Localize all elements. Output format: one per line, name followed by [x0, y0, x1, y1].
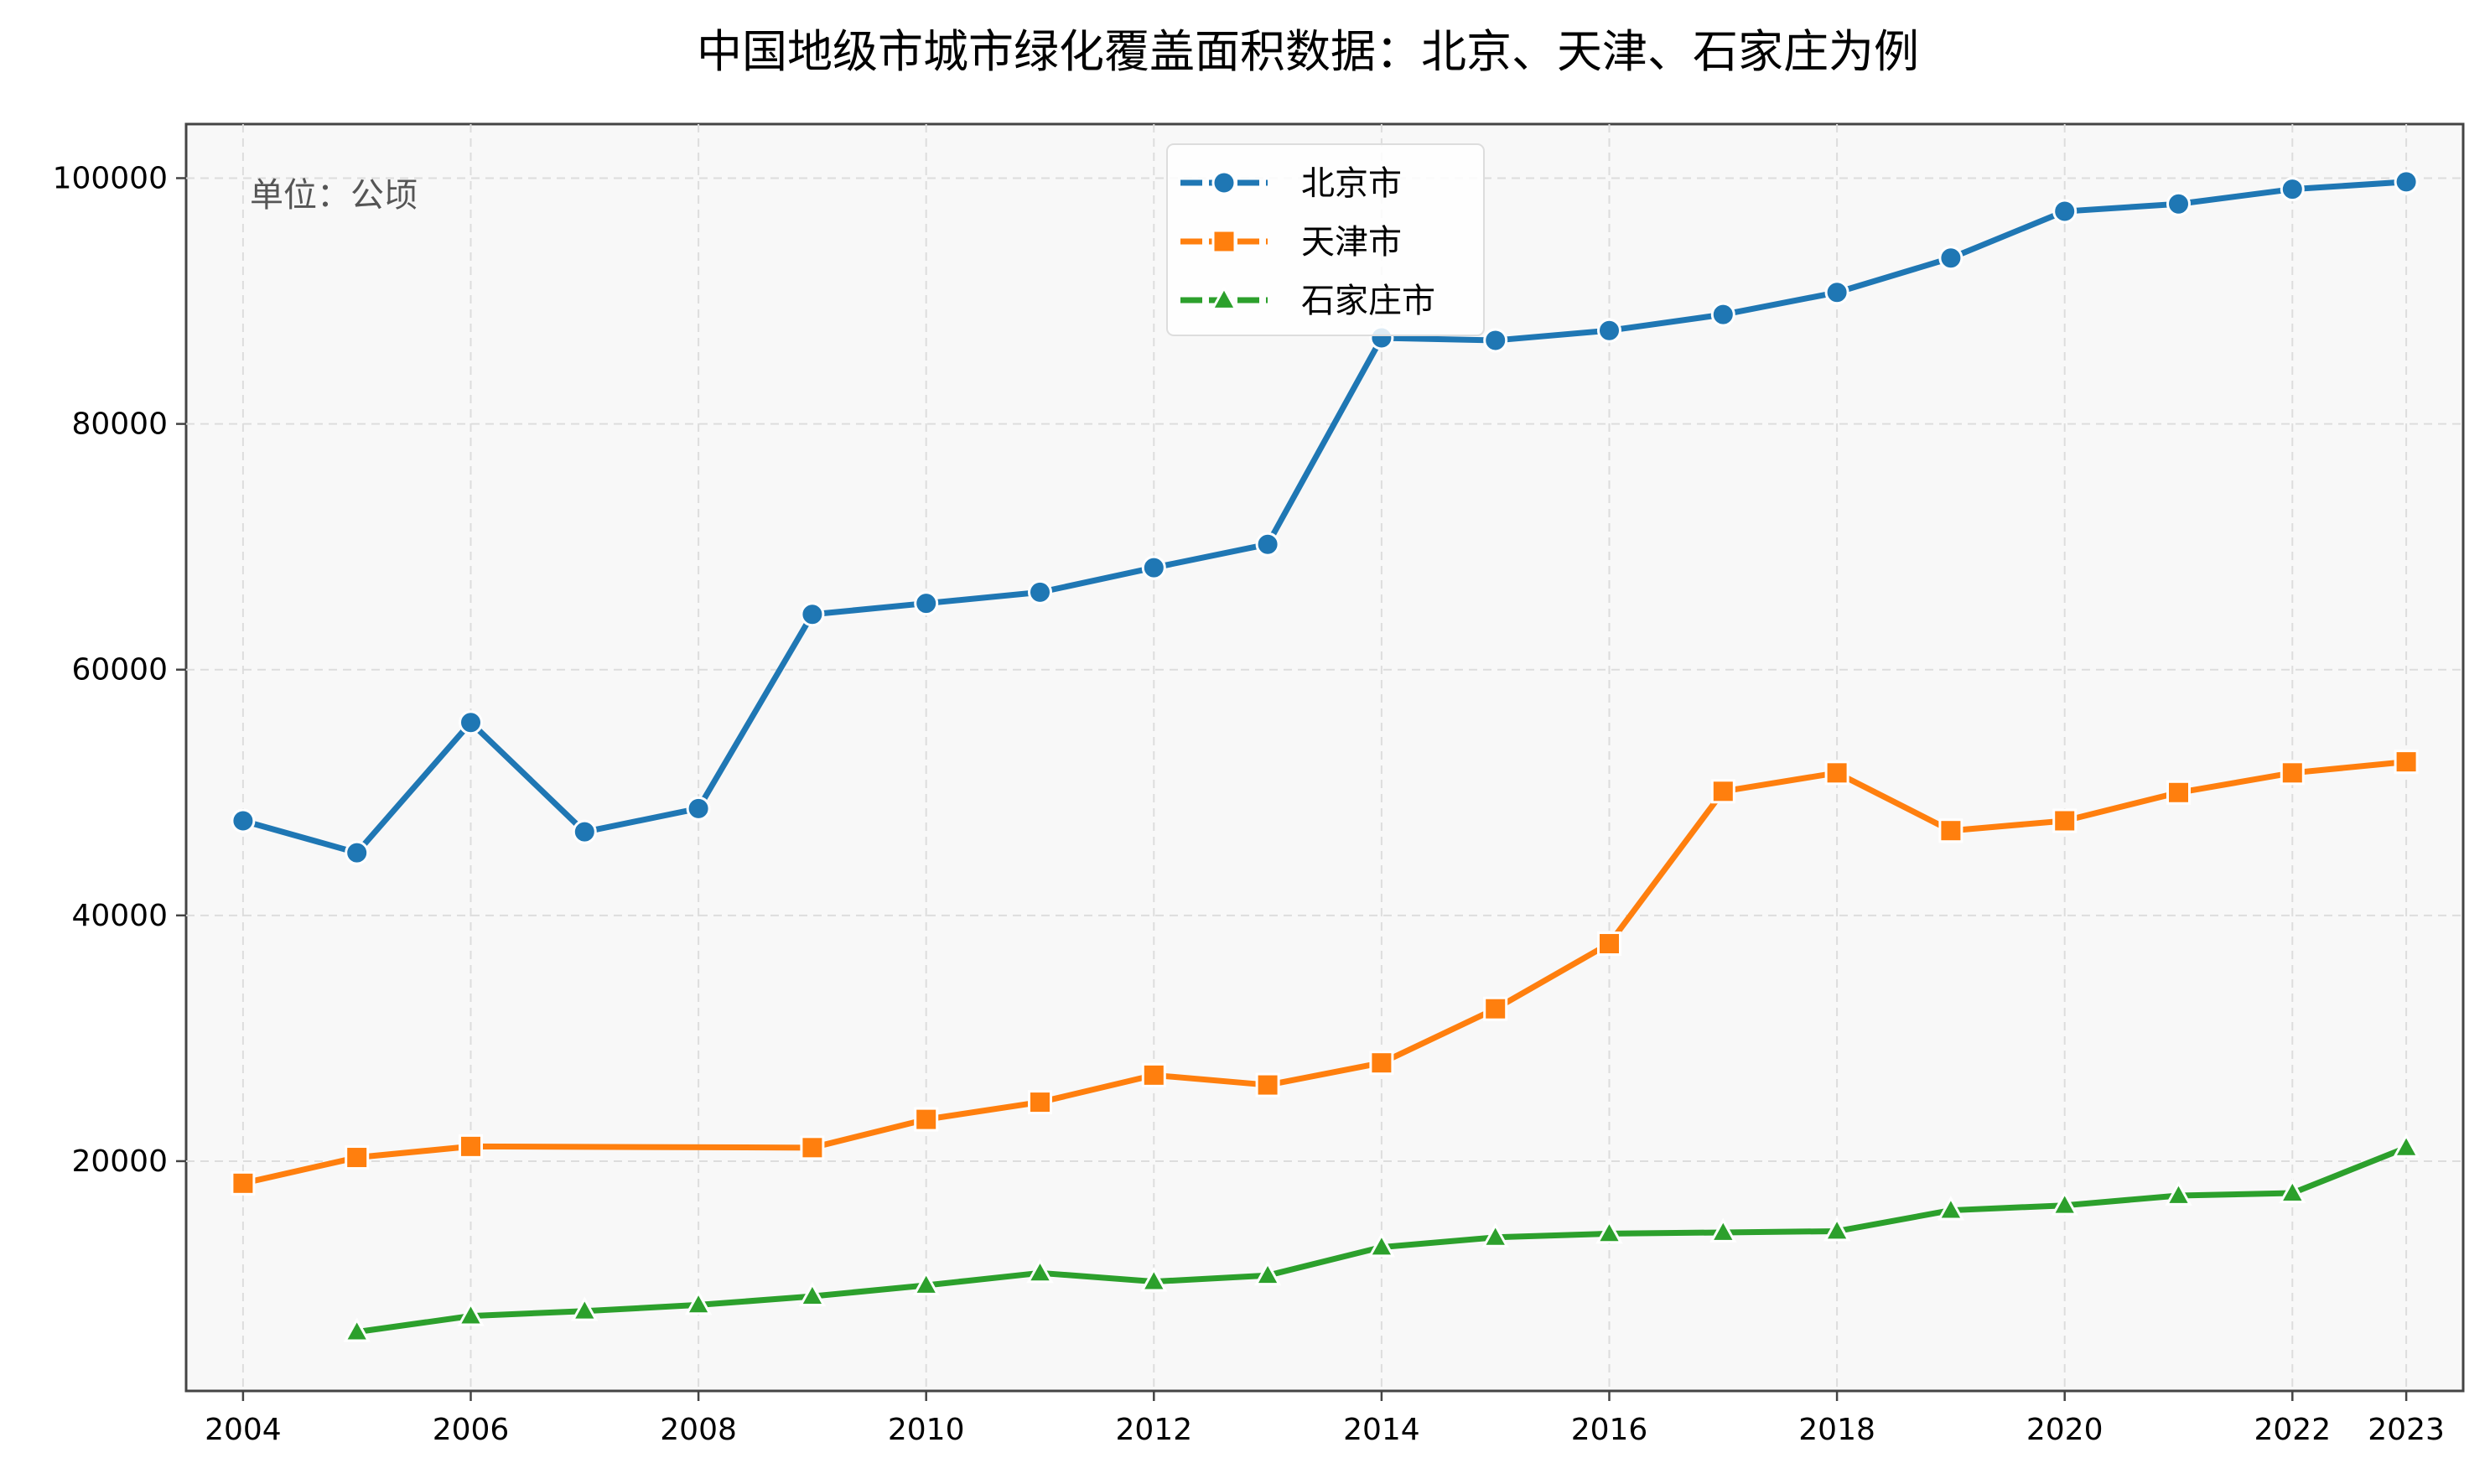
series-2	[343, 1133, 2420, 1342]
data-point	[1483, 328, 1508, 353]
series-line	[241, 179, 2407, 856]
data-point	[1710, 779, 1735, 804]
data-point	[1824, 280, 1849, 305]
data-point	[798, 1281, 827, 1307]
y-tick-label: 60000	[71, 653, 168, 688]
y-tick-label: 80000	[71, 407, 168, 442]
data-point	[572, 819, 597, 844]
data-point	[2392, 1133, 2420, 1158]
data-point	[1937, 1196, 1965, 1221]
data-point	[1823, 1217, 1851, 1242]
data-point	[1595, 1219, 1623, 1244]
data-point	[800, 1135, 825, 1160]
series-line	[242, 759, 2407, 1186]
data-point	[2394, 169, 2419, 195]
series-group	[231, 169, 2420, 1342]
legend-label: 石家庄市	[1301, 282, 1435, 320]
axes: 2004 2006 2008 2010 2012 2014 2016 2018 2020 2022…	[53, 161, 2445, 1447]
data-point	[2166, 780, 2191, 805]
data-point	[1028, 1090, 1052, 1115]
data-point	[1710, 302, 1735, 327]
legend-marker	[1210, 285, 1238, 310]
data-point	[1824, 760, 1849, 786]
x-tick-label: 2022	[2254, 1413, 2331, 1447]
data-point	[2052, 199, 2078, 224]
x-tick-label: 2016	[1571, 1413, 1648, 1447]
data-point	[1367, 1232, 1396, 1258]
legend-marker	[1211, 229, 1237, 254]
chart-title: 中国地级市城市绿化覆盖面积数据：北京、天津、石家庄为例	[697, 25, 1919, 78]
data-point	[2051, 1191, 2078, 1216]
y-tick-label: 40000	[71, 899, 168, 933]
data-point	[571, 1296, 599, 1321]
data-point	[345, 1145, 370, 1170]
legend-box	[1166, 143, 1485, 336]
data-point	[2165, 1180, 2192, 1206]
data-point	[1938, 818, 1963, 843]
data-point	[1255, 532, 1280, 557]
data-point	[1938, 246, 1963, 271]
data-point	[800, 602, 825, 627]
y-tick-label: 100000	[53, 161, 168, 195]
legend-label: 天津市	[1301, 223, 1402, 262]
data-point	[459, 1134, 483, 1159]
x-tick-label: 2014	[1343, 1413, 1420, 1447]
data-point	[1140, 1267, 1168, 1292]
y-tick-label: 20000	[71, 1144, 168, 1179]
x-tick-label: 2012	[1115, 1413, 1192, 1447]
data-point	[2394, 750, 2419, 775]
data-point	[686, 796, 711, 821]
data-point	[912, 1270, 940, 1295]
data-point	[2280, 177, 2305, 202]
data-point	[231, 808, 256, 833]
data-point	[2279, 1178, 2306, 1203]
data-point	[1141, 1062, 1166, 1087]
data-point	[1481, 1222, 1509, 1248]
legend-marker	[1211, 170, 1237, 195]
legend-label: 北京市	[1301, 164, 1402, 203]
data-point	[914, 1107, 939, 1132]
data-point	[2052, 808, 2078, 833]
x-tick-label: 2020	[2026, 1413, 2104, 1447]
data-point	[1141, 555, 1166, 580]
series-0	[231, 169, 2419, 865]
data-point	[2166, 191, 2191, 216]
data-point	[1483, 996, 1508, 1021]
x-tick-label: 2004	[205, 1413, 282, 1447]
x-tick-label: 2006	[433, 1413, 510, 1447]
x-tick-label: 2010	[888, 1413, 965, 1447]
data-point	[914, 591, 939, 616]
data-point	[231, 1170, 256, 1196]
data-point	[1597, 318, 1621, 343]
data-point	[1709, 1217, 1737, 1243]
series-1	[231, 750, 2419, 1196]
data-point	[345, 840, 370, 865]
x-tick-label: 2018	[1798, 1413, 1875, 1447]
data-point	[1253, 1260, 1282, 1286]
x-tick-label: 2023	[2368, 1413, 2445, 1447]
data-point	[1369, 1051, 1394, 1076]
data-point	[457, 1301, 485, 1326]
data-point	[684, 1290, 713, 1315]
data-point	[343, 1317, 371, 1342]
data-point	[1026, 1258, 1054, 1284]
data-point	[1255, 1072, 1280, 1097]
unit-annotation: 单位：公顷	[250, 176, 418, 215]
data-point	[2280, 760, 2305, 786]
data-point	[1028, 579, 1052, 604]
x-tick-label: 2008	[660, 1413, 737, 1447]
data-point	[459, 710, 483, 735]
data-point	[1597, 931, 1621, 957]
